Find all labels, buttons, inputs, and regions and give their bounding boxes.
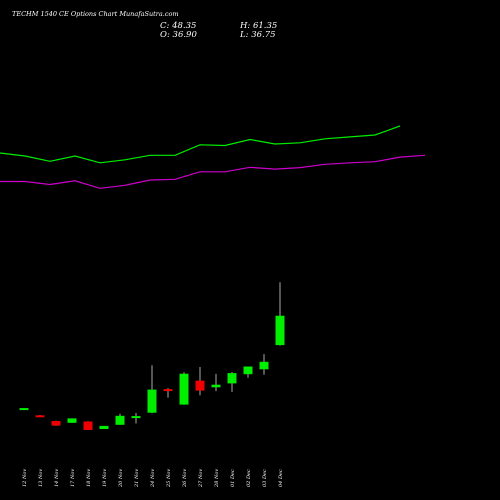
close-readout: C: 48.35 <box>160 21 197 31</box>
x-tick-label: 26 Nov <box>182 469 188 488</box>
x-tick-label: 18 Nov <box>86 469 92 487</box>
x-tick-label: 13 Nov <box>38 469 44 487</box>
candle-body-up <box>19 408 29 411</box>
candle-body-up <box>259 361 269 370</box>
candle-body-down <box>35 415 45 418</box>
x-tick-label: 04 Dec <box>278 469 284 487</box>
high-readout: H: 61.35 <box>240 21 278 31</box>
x-tick-label: 20 Nov <box>118 469 124 488</box>
candle-body-up <box>211 384 221 388</box>
bands-layer <box>0 125 426 189</box>
candle-body-up <box>67 418 77 423</box>
low-readout: L: 36.75 <box>240 30 276 40</box>
open-readout: O: 36.90 <box>160 30 197 40</box>
x-tick-label: 14 Nov <box>54 469 60 487</box>
x-tick-label: 19 Nov <box>102 469 108 487</box>
candle-body-up <box>115 415 125 425</box>
candle-body-down <box>195 380 205 391</box>
x-tick-label: 12 Nov <box>22 469 28 487</box>
x-tick-label: 27 Nov <box>198 469 204 488</box>
candle-body-up <box>99 425 109 429</box>
candle-body-up <box>243 366 253 375</box>
candle-body-up <box>227 373 237 384</box>
candles-layer <box>19 282 285 430</box>
x-tick-label: 28 Nov <box>214 469 220 488</box>
candle-body-down <box>51 421 61 426</box>
x-tick-label: 24 Nov <box>150 469 156 488</box>
x-axis-labels: 12 Nov 13 Nov 14 Nov 17 Nov 18 Nov 19 Nov 20 N… <box>22 469 284 488</box>
candle-body-up <box>179 373 189 405</box>
candle-body-down <box>163 389 173 392</box>
candle-body-down <box>83 421 93 430</box>
chart-title: TECHM 1540 CE Options Chart MunafaSutra.… <box>12 10 179 18</box>
upper-band-line <box>0 125 401 164</box>
x-tick-label: 02 Dec <box>246 469 252 487</box>
x-tick-label: 17 Nov <box>70 469 76 487</box>
candle-body-up <box>131 416 141 419</box>
x-tick-label: 03 Dec <box>262 469 268 487</box>
x-tick-label: 21 Nov <box>134 469 140 488</box>
candle-body-up <box>275 315 285 346</box>
x-tick-label: 25 Nov <box>166 469 172 488</box>
x-tick-label: 01 Dec <box>230 469 236 487</box>
candle-body-up <box>147 389 157 413</box>
lower-band-line <box>0 154 426 189</box>
